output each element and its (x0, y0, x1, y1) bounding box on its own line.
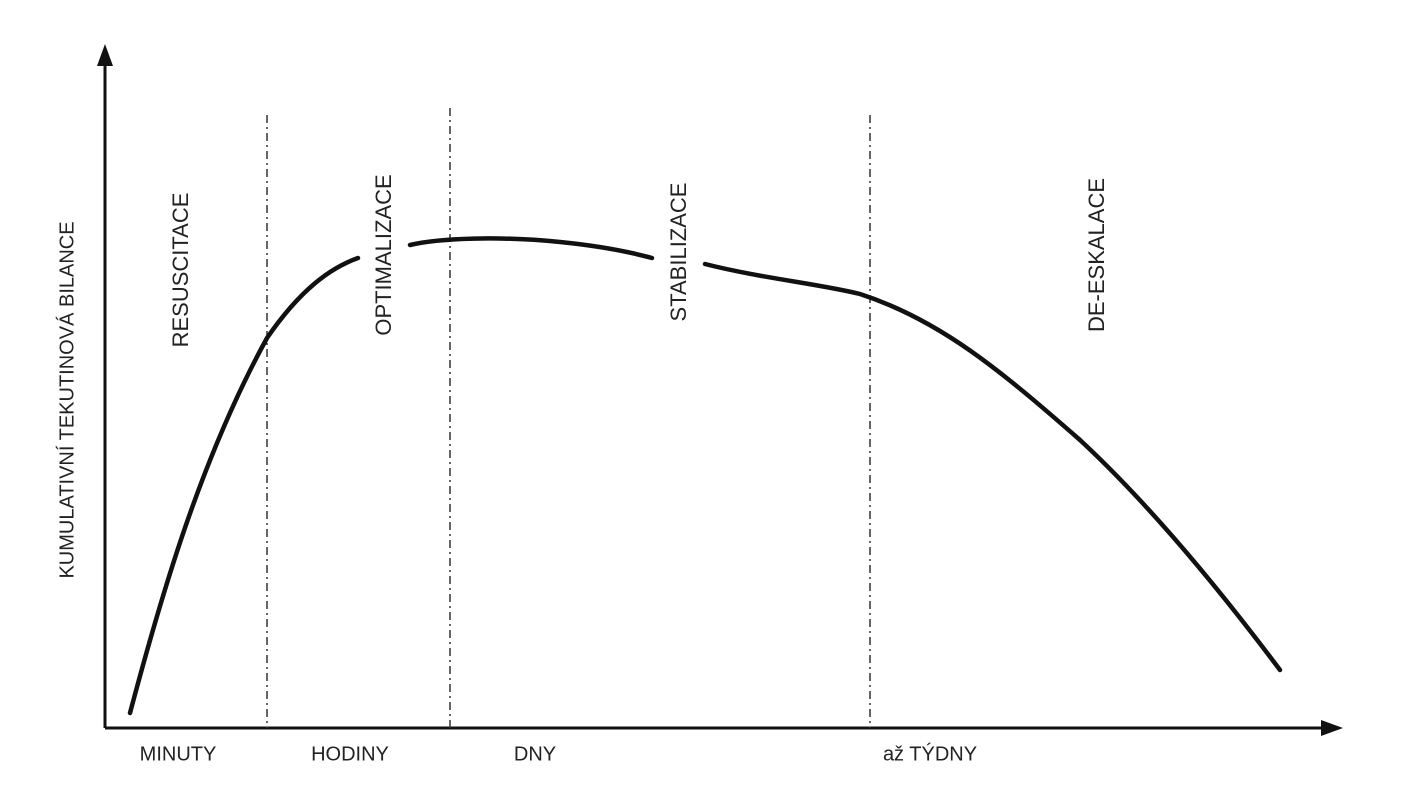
fluid-curve (407, 236, 655, 261)
x-axis-arrow (1321, 720, 1343, 736)
fluid-curve (702, 261, 1283, 673)
phase-label: STABILIZACE (666, 183, 691, 322)
time-label: MINUTY (140, 743, 217, 765)
phase-label: OPTIMALIZACE (371, 174, 396, 335)
y-axis-label: KUMULATIVNÍ TEKUTINOVÁ BILANCE (55, 221, 78, 578)
time-label: HODINY (311, 743, 389, 765)
phase-label: DE-ESKALACE (1084, 178, 1109, 332)
fluid-curve (127, 255, 361, 716)
y-axis-arrow (97, 44, 113, 66)
phase-label: RESUSCITACE (168, 193, 193, 348)
time-label: DNY (514, 743, 556, 765)
time-label: až TÝDNY (883, 742, 977, 765)
